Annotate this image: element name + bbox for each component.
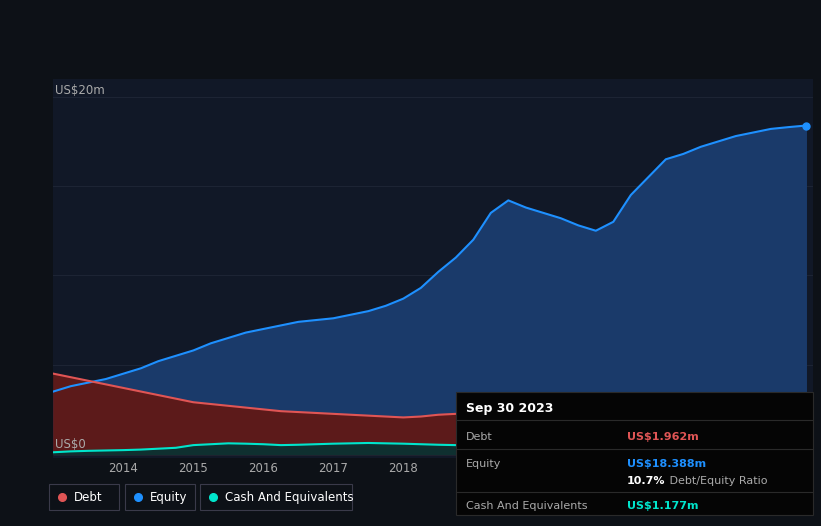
Text: Sep 30 2023: Sep 30 2023: [466, 402, 553, 415]
Text: US$18.388m: US$18.388m: [627, 459, 706, 469]
Text: Equity: Equity: [466, 459, 501, 469]
Text: Cash And Equivalents: Cash And Equivalents: [225, 491, 354, 503]
Text: Debt/Equity Ratio: Debt/Equity Ratio: [667, 476, 768, 485]
Text: US$1.177m: US$1.177m: [627, 501, 699, 511]
Text: Debt: Debt: [466, 432, 493, 442]
Text: 10.7%: 10.7%: [627, 476, 666, 485]
Text: Cash And Equivalents: Cash And Equivalents: [466, 501, 587, 511]
Text: Debt: Debt: [74, 491, 103, 503]
Text: Equity: Equity: [149, 491, 187, 503]
Text: US$0: US$0: [55, 438, 85, 451]
Text: US$1.962m: US$1.962m: [627, 432, 699, 442]
Text: US$20m: US$20m: [55, 84, 104, 97]
